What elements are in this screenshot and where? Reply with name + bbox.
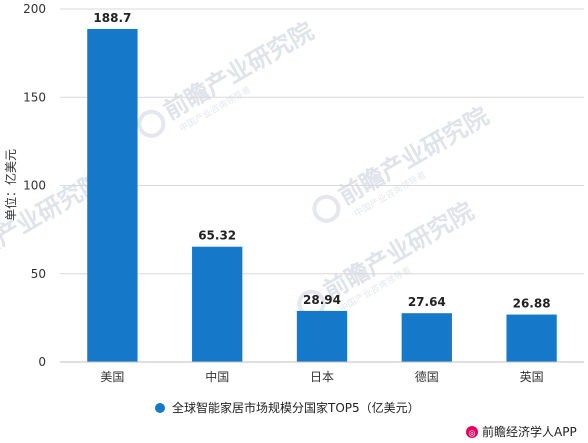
watermark-brand: 前瞻产业研究院 bbox=[319, 197, 478, 305]
x-tick-label: 英国 bbox=[520, 370, 544, 384]
bars bbox=[87, 28, 557, 363]
watermark-brand: 前瞻产业研究院 bbox=[334, 102, 493, 210]
legend-label: 全球智能家居市场规模分国家TOP5（亿美元） bbox=[172, 400, 420, 415]
bar-4[interactable] bbox=[506, 314, 557, 362]
y-tick-label: 200 bbox=[23, 2, 46, 16]
x-tick-label: 美国 bbox=[100, 370, 124, 384]
watermark-top: 前瞻产业研究院 中国产业咨询领导者 bbox=[137, 17, 318, 138]
credit-text: 前瞻经济学人APP bbox=[482, 424, 577, 439]
data-label: 65.32 bbox=[198, 229, 236, 243]
watermark-logo-icon bbox=[312, 194, 341, 223]
y-tick-label: 50 bbox=[31, 267, 46, 281]
y-tick-label: 0 bbox=[38, 355, 46, 369]
y-tick-label: 150 bbox=[23, 90, 46, 104]
watermark-logo-icon bbox=[137, 109, 166, 138]
x-tick-label: 日本 bbox=[310, 370, 334, 384]
data-label: 27.64 bbox=[408, 295, 446, 309]
x-tick-label: 中国 bbox=[205, 369, 229, 384]
data-label: 188.7 bbox=[93, 11, 131, 25]
y-axis-ticks: 0 50 100 150 200 bbox=[23, 2, 46, 369]
data-labels: 188.7 65.32 28.94 27.64 26.88 bbox=[93, 11, 550, 311]
svg-text:◎: ◎ bbox=[469, 429, 476, 438]
x-tick-label: 德国 bbox=[415, 369, 439, 384]
y-tick-label: 100 bbox=[23, 179, 46, 193]
legend[interactable]: 全球智能家居市场规模分国家TOP5（亿美元） bbox=[155, 400, 420, 415]
source-credit: ◎ 前瞻经济学人APP bbox=[466, 424, 577, 439]
credit-logo-icon: ◎ bbox=[466, 426, 478, 438]
bar-2[interactable] bbox=[296, 310, 348, 362]
bar-0[interactable] bbox=[87, 28, 138, 363]
legend-marker-icon bbox=[155, 403, 165, 413]
watermark-brand: 前瞻产业研究院 bbox=[159, 17, 318, 125]
x-axis-ticks: 美国 中国 日本 德国 英国 bbox=[100, 369, 543, 384]
watermark: 前瞻产业研究院 中国产业咨询领导者 前瞻产业研究院 中国产业咨询领导者 前瞻产业… bbox=[0, 17, 493, 318]
y-axis-title: 单位：亿美元 bbox=[3, 149, 18, 221]
gridlines bbox=[60, 8, 584, 275]
data-label: 26.88 bbox=[513, 297, 551, 311]
bar-3[interactable] bbox=[401, 313, 452, 362]
data-label: 28.94 bbox=[303, 293, 341, 307]
bar-1[interactable] bbox=[192, 246, 243, 362]
